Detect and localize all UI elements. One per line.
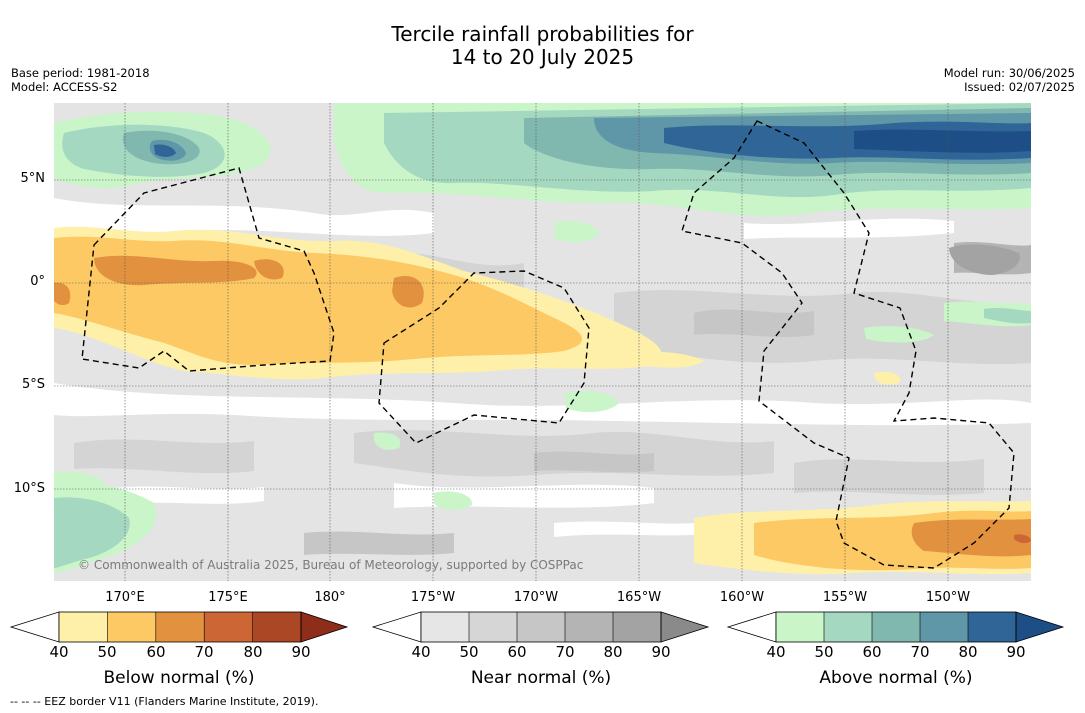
lat-tick-10s: 10°S [13,481,45,496]
copyright-notice: © Commonwealth of Australia 2025, Bureau… [78,558,584,572]
base-period: Base period: 1981-2018 [11,66,150,80]
cb-near-tick-40: 40 [411,643,431,661]
above-normal-shading [54,103,1031,573]
graticule [54,103,1031,581]
lon-tick-165w: 165°W [616,590,662,605]
cb-below-tick-60: 60 [146,643,166,661]
lon-tick-170e: 170°E [105,590,145,605]
cb-above-tick-40: 40 [766,643,786,661]
cb-above-tick-90: 90 [1006,643,1026,661]
cb-near-tick-90: 90 [651,643,671,661]
map-title-line1: Tercile rainfall probabilities for [391,22,694,46]
colorbar-near-normal [371,611,710,643]
cb-above-tick-70: 70 [910,643,930,661]
lon-tick-175w: 175°W [410,590,456,605]
lon-tick-155w: 155°W [822,590,868,605]
lon-tick-175e: 175°E [208,590,248,605]
cb-near-tick-50: 50 [459,643,479,661]
issued-date: Issued: 02/07/2025 [964,80,1075,94]
map-title-line2: 14 to 20 July 2025 [450,45,635,69]
colorbar-above-normal [726,611,1065,643]
lat-tick-5s: 5°S [21,377,45,392]
cb-below-tick-40: 40 [49,643,69,661]
cb-above-tick-60: 60 [862,643,882,661]
lon-tick-180: 180° [314,590,346,605]
lon-tick-170w: 170°W [513,590,559,605]
cb-below-tick-50: 50 [97,643,117,661]
cb-below-tick-90: 90 [291,643,311,661]
cb-above-tick-50: 50 [814,643,834,661]
lon-tick-160w: 160°W [719,590,765,605]
cb-near-tick-80: 80 [603,643,623,661]
colorbar-label-above-normal: Above normal (%) [819,668,973,688]
cb-near-tick-70: 70 [555,643,575,661]
lat-tick-0: 0° [30,274,45,289]
model-run: Model run: 30/06/2025 [943,66,1075,80]
eez-footnote: -- -- -- EEZ border V11 (Flanders Marine… [10,695,319,708]
map-svg [54,103,1031,581]
colorbar-label-near-normal: Near normal (%) [470,668,612,688]
cb-above-tick-80: 80 [958,643,978,661]
cb-below-tick-70: 70 [194,643,214,661]
lon-tick-150w: 150°W [925,590,971,605]
below-normal-shading [54,226,1031,575]
meta-left: Base period: 1981-2018 Model: ACCESS-S2 [11,66,150,94]
colorbar-below-normal [9,611,349,643]
lat-tick-5n: 5°N [20,171,46,186]
cb-below-tick-80: 80 [243,643,263,661]
rainfall-probability-map [54,103,1031,581]
cb-near-tick-60: 60 [507,643,527,661]
model-name: Model: ACCESS-S2 [11,80,118,94]
colorbars-svg [9,611,1065,643]
eez-borders [81,120,1015,569]
meta-right: Model run: 30/06/2025 Issued: 02/07/2025 [944,66,1075,94]
colorbar-label-below-normal: Below normal (%) [103,668,255,688]
